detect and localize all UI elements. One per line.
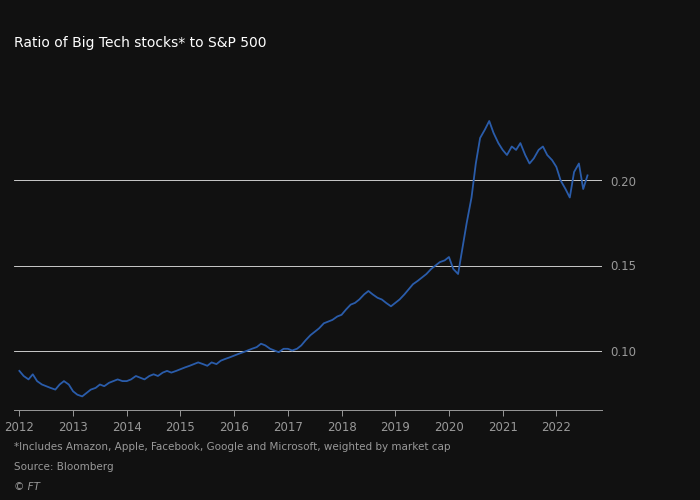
Text: Source: Bloomberg: Source: Bloomberg (14, 462, 113, 472)
Text: *Includes Amazon, Apple, Facebook, Google and Microsoft, weighted by market cap: *Includes Amazon, Apple, Facebook, Googl… (14, 442, 451, 452)
Text: © FT: © FT (14, 482, 40, 492)
Text: Ratio of Big Tech stocks* to S&P 500: Ratio of Big Tech stocks* to S&P 500 (14, 36, 267, 50)
